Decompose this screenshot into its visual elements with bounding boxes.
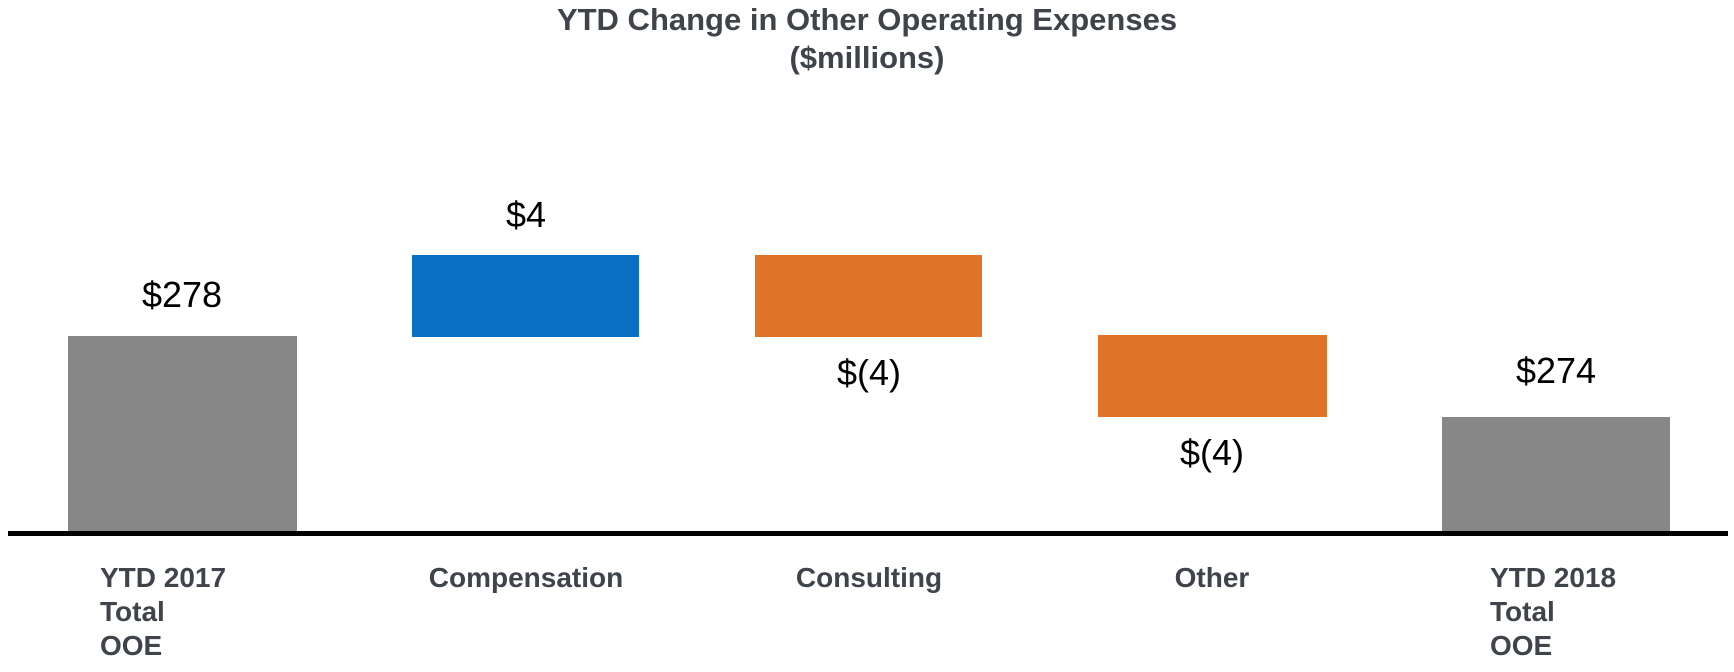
category-label-ytd-2018-total-ooe: YTD 2018 Total OOE (1490, 561, 1616, 663)
chart-title-line1: YTD Change in Other Operating Expenses (556, 2, 1178, 37)
category-label-consulting: Consulting (719, 561, 1019, 595)
chart-title-line2: ($millions) (789, 40, 945, 75)
data-label-other: $(4) (1179, 432, 1245, 473)
data-label-consulting: $(4) (836, 352, 902, 393)
category-label-other: Other (1062, 561, 1362, 595)
category-line: Compensation (428, 562, 624, 593)
category-line: YTD 2018 (1490, 562, 1617, 593)
bar-consulting (755, 255, 982, 337)
bar-ytd-2018-total-ooe (1442, 417, 1670, 533)
bar-ytd-2017-total-ooe (68, 336, 297, 533)
data-label-ytd-2018-total: $274 (1515, 350, 1597, 391)
bar-compensation (412, 255, 639, 337)
category-line: OOE (100, 630, 163, 661)
x-axis-baseline (8, 531, 1728, 536)
category-line: Consulting (795, 562, 943, 593)
category-label-ytd-2017-total-ooe: YTD 2017 Total OOE (100, 561, 226, 663)
chart-title: YTD Change in Other Operating Expenses (… (0, 1, 1734, 77)
bar-other (1098, 335, 1327, 417)
category-line: Total (1490, 596, 1555, 627)
category-line: YTD 2017 (100, 562, 227, 593)
category-line: OOE (1490, 630, 1553, 661)
category-label-compensation: Compensation (376, 561, 676, 595)
category-line: Other (1174, 562, 1250, 593)
data-label-compensation: $4 (505, 194, 547, 235)
category-line: Total (100, 596, 165, 627)
data-label-ytd-2017-total: $278 (141, 274, 223, 315)
